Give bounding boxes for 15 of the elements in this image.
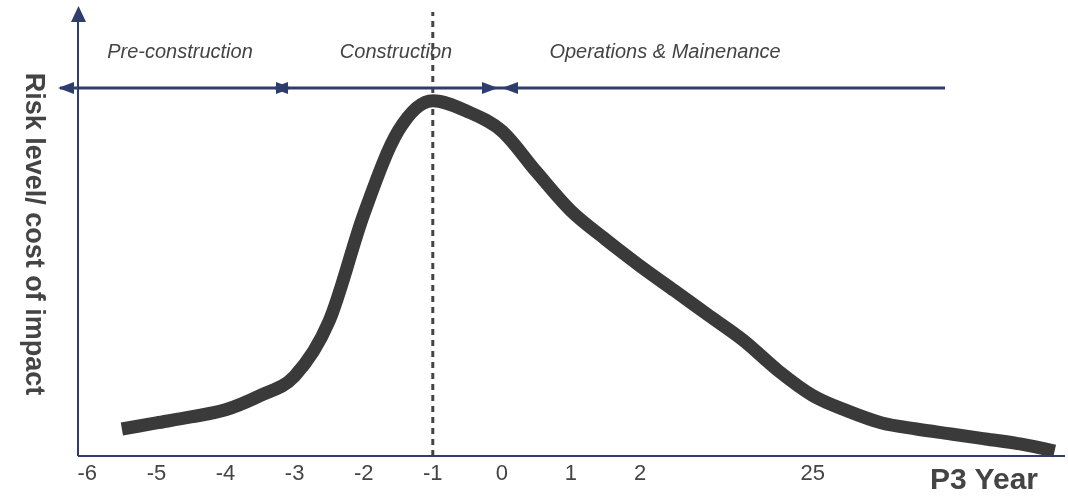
x-tick-label: -3 xyxy=(284,459,305,485)
x-tick-label: 0 xyxy=(495,459,509,485)
text: Pre-construction xyxy=(107,40,253,63)
x-tick-label: -1 xyxy=(423,459,443,485)
x-axis-title: P3 Year xyxy=(930,462,1038,496)
y-axis-title: Risk level/ cost of impact xyxy=(18,72,50,396)
text: Construction xyxy=(339,40,453,63)
x-tick-label: -6 xyxy=(77,459,98,485)
x-tick-label: 2 xyxy=(633,459,647,485)
x-tick-label: 1 xyxy=(564,459,578,485)
text: Operations & Mainenance xyxy=(549,40,781,63)
x-tick-label: -4 xyxy=(215,459,236,485)
x-tick-label: -5 xyxy=(146,459,167,485)
x-tick-label: 25 xyxy=(800,459,826,485)
x-tick-label: -2 xyxy=(353,459,374,485)
